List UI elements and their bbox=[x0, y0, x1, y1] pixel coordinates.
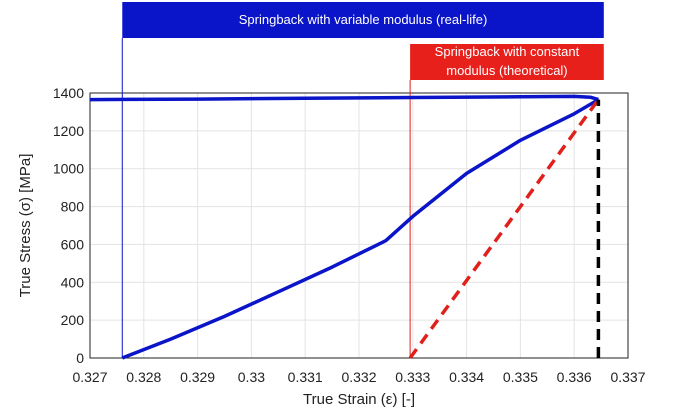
y-tick-label: 1000 bbox=[53, 161, 84, 177]
plastic-loading-line bbox=[89, 94, 599, 102]
y-tick-labels: 0 200 400 600 800 1000 1200 1400 bbox=[53, 85, 84, 366]
y-tick-label: 1200 bbox=[53, 123, 84, 139]
y-tick-label: 400 bbox=[61, 274, 85, 290]
x-axis-label: True Strain (ε) [-] bbox=[303, 391, 415, 408]
x-tick-label: 0.337 bbox=[610, 369, 645, 385]
y-tick-label: 200 bbox=[61, 312, 85, 328]
x-tick-label: 0.327 bbox=[72, 369, 107, 385]
annotation-text: Springback with variable modulus (real-l… bbox=[239, 12, 488, 27]
y-tick-label: 800 bbox=[61, 199, 85, 215]
y-tick-label: 1400 bbox=[53, 85, 84, 101]
x-tick-label: 0.331 bbox=[288, 369, 323, 385]
y-tick-label: 600 bbox=[61, 236, 85, 252]
x-tick-label: 0.328 bbox=[126, 369, 161, 385]
y-tick-label: 0 bbox=[76, 350, 84, 366]
grid bbox=[89, 92, 629, 359]
annotation-text: Springback with constant bbox=[435, 44, 580, 59]
x-tick-label: 0.333 bbox=[395, 369, 430, 385]
variable-modulus-unloading-line bbox=[121, 98, 600, 360]
annotation-text: modulus (theoretical) bbox=[446, 63, 567, 78]
annotation-banner bbox=[410, 44, 604, 80]
x-tick-labels: 0.327 0.328 0.329 0.33 0.331 0.332 0.333 0.334 0… bbox=[72, 369, 645, 385]
x-tick-label: 0.336 bbox=[557, 369, 592, 385]
x-tick-label: 0.332 bbox=[341, 369, 376, 385]
x-tick-label: 0.329 bbox=[180, 369, 215, 385]
plot-frame bbox=[89, 92, 629, 359]
y-axis-label: True Stress (σ) [MPa] bbox=[17, 154, 34, 298]
marker-lines bbox=[121, 38, 411, 358]
annotation-banners: Springback with variable modulus (real-l… bbox=[122, 2, 604, 80]
x-tick-label: 0.334 bbox=[449, 369, 484, 385]
series-lines bbox=[89, 94, 601, 360]
x-tick-label: 0.33 bbox=[238, 369, 265, 385]
annotation-banner bbox=[122, 2, 604, 38]
constant-modulus-unloading-line bbox=[408, 98, 600, 360]
x-tick-label: 0.335 bbox=[503, 369, 538, 385]
